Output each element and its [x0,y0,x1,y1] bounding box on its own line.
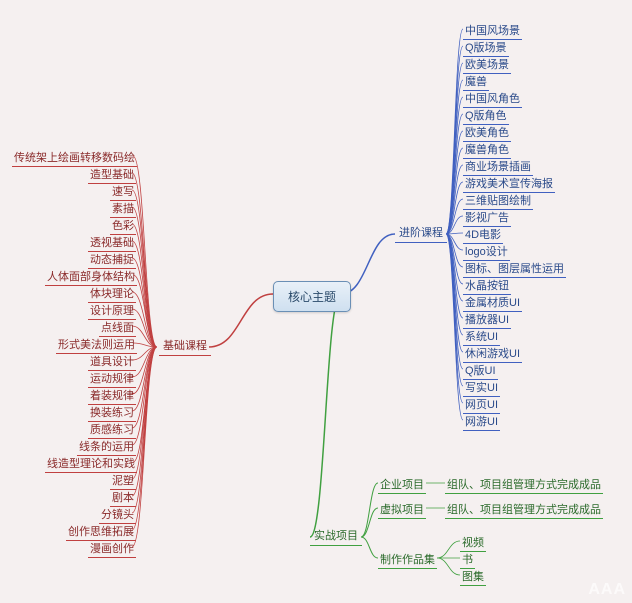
sub-prac-1[interactable]: 虚拟项目 [378,500,426,519]
leaf-basic-23[interactable]: 漫画创作 [88,539,136,558]
leaf-prac-1-0[interactable]: 组队、项目组管理方式完成成品 [445,500,603,519]
leaf-prac-2-2[interactable]: 图集 [460,567,486,586]
branch-adv[interactable]: 进阶课程 [395,222,447,243]
center-topic[interactable]: 核心主题 [273,281,351,312]
mindmap-canvas: 核心主题 基础课程传统架上绘画转移数码绘造型基础速写素描色彩透视基础动态捕捉人体… [0,0,632,603]
branch-basic[interactable]: 基础课程 [159,335,211,356]
leaf-prac-0-0[interactable]: 组队、项目组管理方式完成成品 [445,475,603,494]
branch-prac[interactable]: 实战项目 [310,525,362,546]
sub-prac-0[interactable]: 企业项目 [378,475,426,494]
leaf-adv-23[interactable]: 网游UI [463,412,500,431]
watermark: AAA [588,581,626,599]
sub-prac-2[interactable]: 制作作品集 [378,550,437,569]
